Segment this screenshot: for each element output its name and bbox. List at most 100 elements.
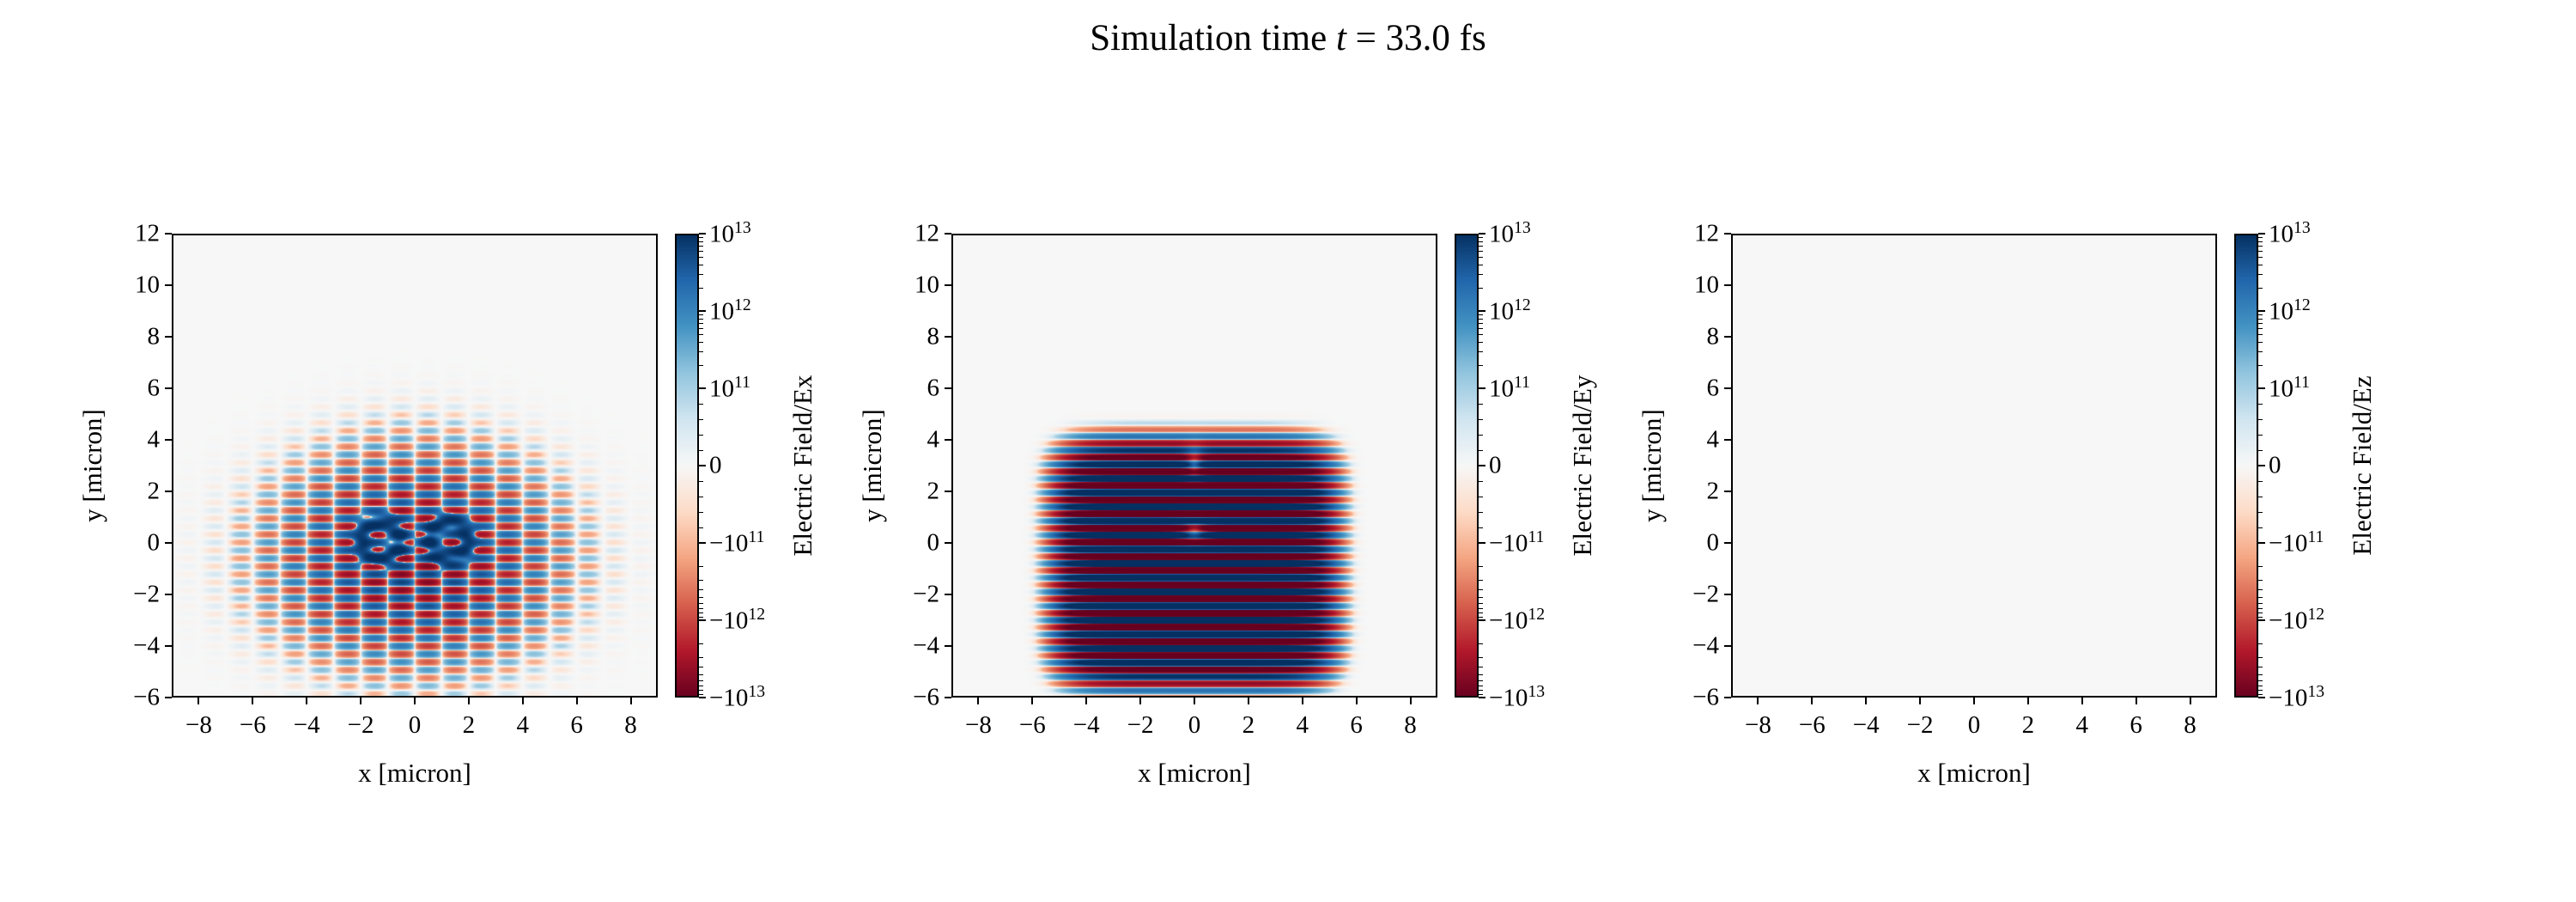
- y-tick-mark: [1724, 284, 1731, 286]
- colorbar-tick-label: −1011: [709, 527, 765, 558]
- colorbar-tick-mark: [1479, 697, 1485, 698]
- y-tick-label: 0: [927, 528, 940, 557]
- x-tick-mark: [197, 698, 200, 704]
- x-axis-label: x [micron]: [1138, 758, 1251, 788]
- y-tick-label: −4: [913, 631, 939, 660]
- colorbar-minor-tick: [1479, 566, 1483, 568]
- x-tick-label: −8: [185, 711, 212, 739]
- colorbar-minor-tick: [699, 656, 703, 658]
- y-tick-label: 10: [1694, 271, 1719, 299]
- colorbar-tick-label: −1012: [709, 605, 766, 635]
- x-tick-label: 6: [2129, 711, 2142, 739]
- y-tick-label: 12: [135, 219, 160, 247]
- x-tick-label: −6: [1018, 711, 1046, 739]
- x-tick-mark: [1085, 698, 1088, 704]
- colorbar-minor-tick: [699, 690, 703, 692]
- colorbar-minor-tick: [699, 241, 703, 242]
- y-tick-label: −6: [133, 683, 160, 711]
- colorbar-tick-label: 1013: [1489, 218, 1531, 248]
- x-tick-mark: [1139, 698, 1142, 704]
- y-tick-label: 4: [927, 425, 940, 454]
- colorbar-minor-tick: [699, 643, 703, 645]
- colorbar-minor-tick: [2258, 481, 2263, 482]
- colorbar-minor-tick: [699, 596, 703, 598]
- x-tick-label: 2: [2021, 711, 2035, 739]
- colorbar-minor-tick: [1479, 351, 1483, 353]
- x-tick-label: −2: [1127, 711, 1154, 739]
- x-tick-label: −6: [1798, 711, 1826, 739]
- x-tick-label: −2: [347, 711, 374, 739]
- colorbar-minor-tick: [699, 450, 703, 451]
- colorbar-minor-tick: [1479, 341, 1483, 343]
- x-tick-mark: [1973, 698, 1975, 704]
- colorbar-minor-tick: [1479, 673, 1483, 675]
- colorbar-ey: [1455, 234, 1479, 698]
- colorbar-tick-label: −1011: [2269, 527, 2324, 558]
- y-tick-mark: [945, 697, 951, 698]
- colorbar-minor-tick: [2258, 404, 2263, 405]
- y-tick-label: 12: [914, 219, 939, 247]
- x-tick-mark: [252, 698, 254, 704]
- colorbar-minor-tick: [2258, 435, 2263, 436]
- colorbar-tick-label: 1013: [709, 218, 751, 248]
- colorbar-minor-tick: [699, 481, 703, 482]
- colorbar-minor-tick: [2258, 693, 2263, 695]
- colorbar-minor-tick: [2258, 419, 2263, 420]
- x-tick-label: −2: [1906, 711, 1934, 739]
- subplot-ey: −8 −6 −4 −2 0 2 4 6 8 12 10 8 6 4 2 0 −2 −4 −6 x [micron] …: [857, 218, 1733, 852]
- y-tick-mark: [165, 439, 172, 441]
- x-tick-label: 4: [2075, 711, 2089, 739]
- y-tick-mark: [945, 284, 951, 286]
- subplot-ez: −8 −6 −4 −2 0 2 4 6 8 12 10 8 6 4 2 0 −2 −4 −6 x [micron] …: [1637, 218, 2512, 852]
- y-tick-mark: [945, 336, 951, 338]
- colorbar-tick-mark: [2258, 233, 2265, 235]
- colorbar-minor-tick: [699, 680, 703, 682]
- colorbar-tick-label: −1013: [2269, 682, 2325, 712]
- colorbar-minor-tick: [2258, 616, 2263, 618]
- colorbar-minor-tick: [2258, 680, 2263, 682]
- colorbar-tick-mark: [1479, 465, 1485, 466]
- colorbar-minor-tick: [2258, 245, 2263, 247]
- y-tick-mark: [1724, 697, 1731, 698]
- y-tick-mark: [945, 387, 951, 389]
- y-tick-mark: [1724, 387, 1731, 389]
- colorbar-minor-tick: [2258, 341, 2263, 343]
- colorbar-minor-tick: [2258, 250, 2263, 252]
- y-tick-mark: [945, 542, 951, 544]
- colorbar-tick-mark: [699, 233, 706, 235]
- y-axis-label: y [micron]: [1637, 409, 1667, 522]
- colorbar-minor-tick: [1479, 419, 1483, 420]
- y-tick-mark: [1724, 594, 1731, 595]
- y-tick-mark: [1724, 336, 1731, 338]
- title-time-value: 33.0: [1385, 18, 1450, 58]
- colorbar-minor-tick: [2258, 643, 2263, 645]
- colorbar-minor-tick: [699, 322, 703, 324]
- colorbar-minor-tick: [1479, 481, 1483, 482]
- y-tick-mark: [165, 387, 172, 389]
- y-tick-label: 10: [135, 271, 160, 299]
- x-tick-mark: [1194, 698, 1195, 704]
- colorbar-tick-label: 0: [1489, 451, 1502, 479]
- title-prefix: Simulation time: [1090, 18, 1336, 58]
- subplot-ex: −8 −6 −4 −2 0 2 4 6 8 12 10 8 6 4 2 0 −2 −4 −6 x [micron] …: [77, 218, 953, 852]
- colorbar-minor-tick: [699, 419, 703, 420]
- x-tick-mark: [1811, 698, 1814, 704]
- colorbar-tick-label: 1011: [2269, 373, 2310, 403]
- colorbar-tick-label: −1012: [2269, 605, 2325, 635]
- colorbar-minor-tick: [699, 334, 703, 336]
- colorbar-tick-label: −1013: [1489, 682, 1546, 712]
- colorbar-minor-tick: [1479, 241, 1483, 242]
- x-tick-mark: [2135, 698, 2137, 704]
- colorbar-tick-mark: [699, 619, 706, 621]
- x-tick-mark: [360, 698, 362, 704]
- y-tick-label: 8: [147, 322, 161, 350]
- colorbar-tick-mark: [1479, 619, 1485, 621]
- colorbar-minor-tick: [699, 616, 703, 618]
- x-axis-label: x [micron]: [358, 758, 471, 788]
- colorbar-minor-tick: [1479, 656, 1483, 658]
- x-tick-mark: [1301, 698, 1303, 704]
- colorbar-minor-tick: [699, 287, 703, 289]
- colorbar-tick-mark: [699, 387, 706, 389]
- y-tick-mark: [1724, 645, 1731, 647]
